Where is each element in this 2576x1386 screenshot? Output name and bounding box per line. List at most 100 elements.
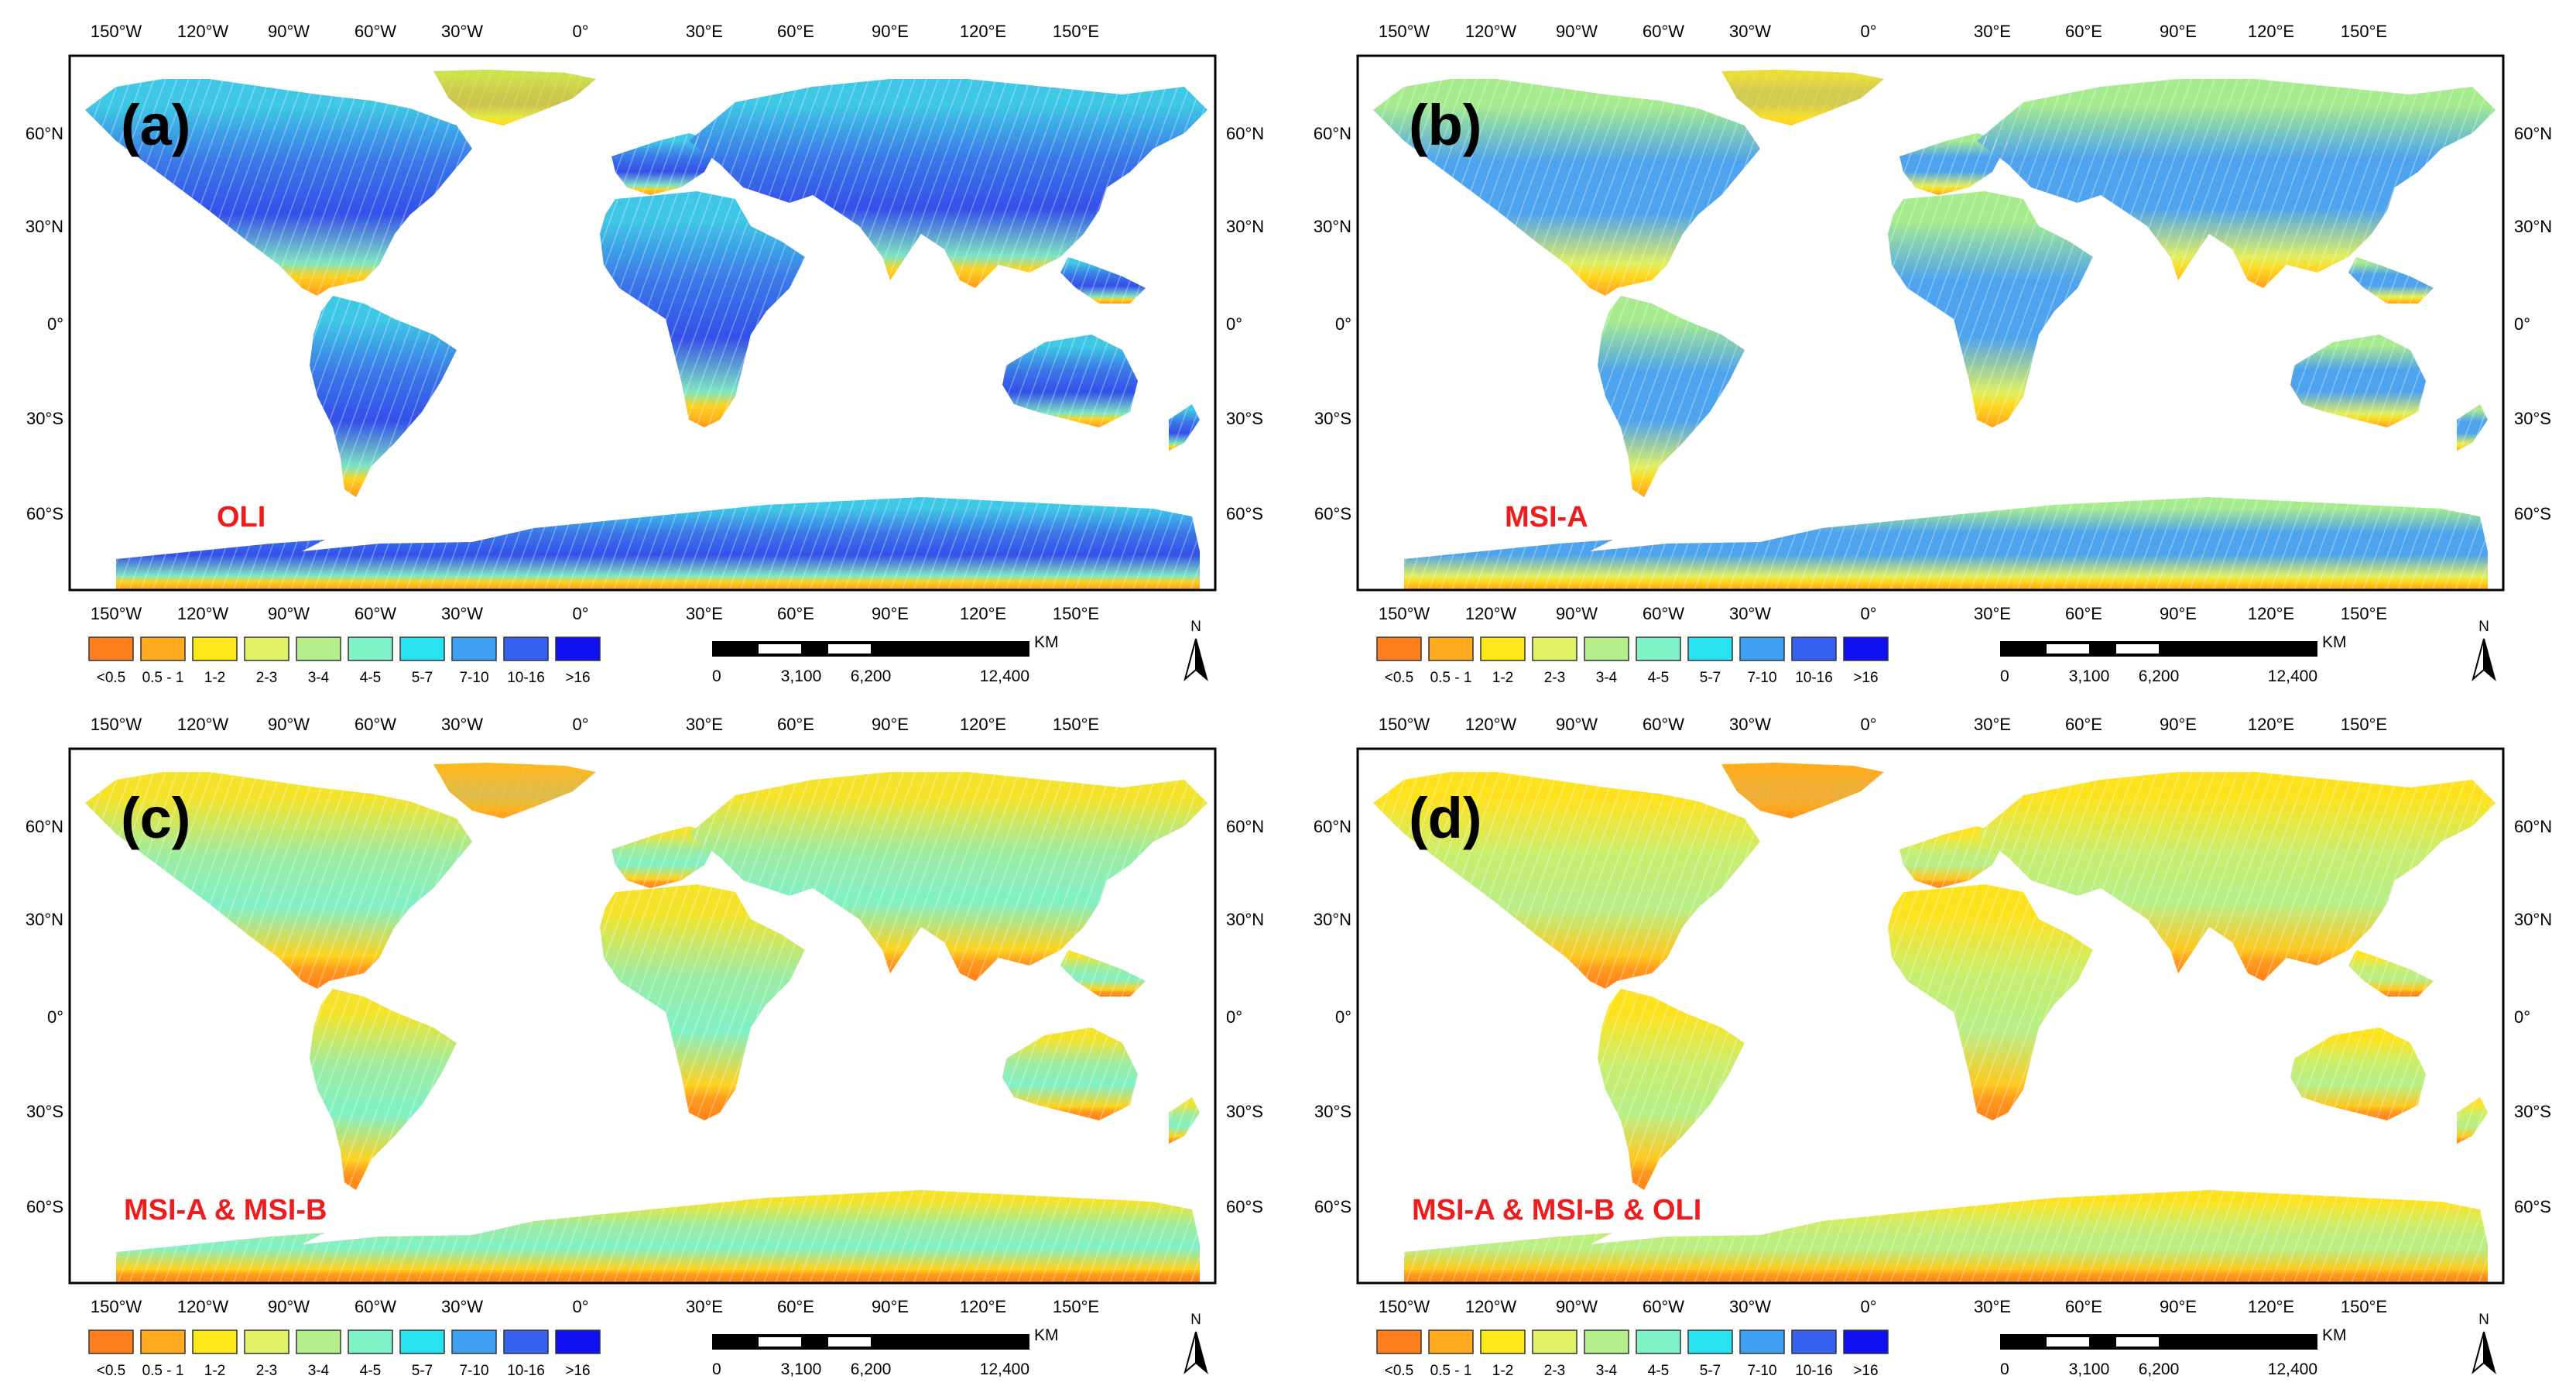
legend-class-label: 4-5 <box>1648 1363 1669 1379</box>
longitude-label-bottom: 30°W <box>441 604 483 623</box>
latitude-label-left: 60°N <box>1314 124 1351 143</box>
longitude-label-bottom: 90°W <box>1556 1297 1598 1316</box>
longitude-label-top: 30°E <box>686 715 723 734</box>
longitude-label-bottom: 120°E <box>960 604 1006 623</box>
legend-class-label: <0.5 <box>97 1363 126 1379</box>
legend-class-label: 4-5 <box>360 670 381 686</box>
legend-swatch <box>192 1329 238 1354</box>
longitude-label-top: 30°W <box>441 22 483 41</box>
legend-class-label: 10-16 <box>1795 1363 1833 1379</box>
north-arrow-icon <box>2483 1331 2496 1374</box>
panel-tag: (a) <box>121 93 190 157</box>
legend-class-label: 7-10 <box>459 1363 488 1379</box>
north-arrow-icon <box>2472 638 2485 681</box>
scalebar-segment <box>759 1337 801 1347</box>
map-frame <box>68 54 1217 592</box>
longitude-label-top: 150°E <box>2341 22 2387 41</box>
scalebar-label: 3,100 <box>2069 667 2110 685</box>
longitude-label-bottom: 90°W <box>268 1297 310 1316</box>
legend-class-label: 7-10 <box>1747 1363 1776 1379</box>
north-label: N <box>2478 1312 2489 1328</box>
legend-class-label: 3-4 <box>1596 670 1618 686</box>
legend-class-label: 1-2 <box>204 1363 225 1379</box>
greenland <box>433 70 596 125</box>
scalebar-segment <box>828 1337 871 1347</box>
legend-swatch <box>399 1329 445 1354</box>
map-frame <box>1356 747 2505 1285</box>
map-panel-2: 150°W 120°W 90°W 60°W 30°W 0° 30°E 60°E 90°E 120°… <box>1314 22 2552 686</box>
longitude-label-top: 60°E <box>777 22 814 41</box>
longitude-label-top: 0° <box>1860 715 1876 734</box>
latitude-label-left: 30°N <box>26 217 63 236</box>
legend-class-label: >16 <box>1853 1363 1878 1379</box>
longitude-label-top: 120°W <box>1465 22 1517 41</box>
legend-class-label: 10-16 <box>507 1363 545 1379</box>
latitude-label-right: 0° <box>2514 314 2530 334</box>
longitude-label-bottom: 30°W <box>1729 1297 1771 1316</box>
legend-swatch <box>451 636 497 661</box>
longitude-label-top: 150°E <box>2341 715 2387 734</box>
legend-swatch <box>1532 636 1577 661</box>
latitude-label-left: 30°S <box>26 1102 63 1121</box>
legend-swatch <box>1739 636 1785 661</box>
latitude-label-left: 30°N <box>1314 217 1351 236</box>
scalebar-label: 6,200 <box>2139 667 2180 685</box>
map-panel-1: 150°W 120°W 90°W 60°W 30°W 0° 30°E 60°E 90°E 120°… <box>26 22 1264 686</box>
legend-swatch <box>451 1329 497 1354</box>
longitude-label-top: 0° <box>572 22 588 41</box>
latitude-label-right: 60°S <box>2514 504 2551 523</box>
legend-class-label: >16 <box>565 1363 590 1379</box>
legend-swatch <box>1376 1329 1422 1354</box>
map-frame <box>1356 54 2505 592</box>
legend-swatch <box>140 636 186 661</box>
longitude-label-top: 90°W <box>1556 22 1598 41</box>
legend-class-label: 0.5 - 1 <box>142 1363 184 1379</box>
legend-swatch <box>503 1329 549 1354</box>
legend-class-label: <0.5 <box>97 670 126 686</box>
scalebar-label: 12,400 <box>980 1360 1029 1378</box>
latitude-label-left: 0° <box>1335 1007 1351 1027</box>
legend-swatch <box>399 636 445 661</box>
legend-class-label: 1-2 <box>1492 1363 1513 1379</box>
legend-swatch <box>296 636 341 661</box>
legend-swatch <box>1480 636 1526 661</box>
longitude-label-top: 120°W <box>1465 715 1517 734</box>
panel-tag: (b) <box>1409 93 1482 157</box>
latitude-label-right: 60°N <box>1226 817 1264 836</box>
longitude-label-bottom: 120°W <box>1465 1297 1517 1316</box>
scalebar-segment <box>2116 1337 2159 1347</box>
longitude-label-bottom: 0° <box>572 1297 588 1316</box>
latitude-label-left: 60°S <box>26 1197 63 1216</box>
longitude-label-bottom: 30°W <box>1729 604 1771 623</box>
longitude-label-top: 90°E <box>872 22 909 41</box>
longitude-label-top: 150°W <box>91 715 142 734</box>
legend-swatch <box>1480 1329 1526 1354</box>
longitude-label-bottom: 30°E <box>1974 1297 2011 1316</box>
longitude-label-bottom: 150°W <box>91 1297 142 1316</box>
longitude-label-top: 60°E <box>777 715 814 734</box>
longitude-label-bottom: 120°E <box>2248 604 2294 623</box>
latitude-label-right: 30°S <box>1226 1102 1263 1121</box>
legend-swatch <box>1791 1329 1837 1354</box>
longitude-label-top: 150°W <box>91 22 142 41</box>
longitude-label-bottom: 90°E <box>2160 1297 2197 1316</box>
scalebar-label: 6,200 <box>2139 1360 2180 1378</box>
longitude-label-bottom: 150°E <box>2341 604 2387 623</box>
longitude-label-top: 30°W <box>1729 22 1771 41</box>
longitude-label-top: 30°E <box>1974 22 2011 41</box>
longitude-label-bottom: 0° <box>1860 604 1876 623</box>
latitude-label-right: 30°N <box>2514 217 2552 236</box>
north-arrow-icon <box>1195 638 1208 681</box>
legend-swatch <box>1636 1329 1681 1354</box>
sensor-label: MSI-A <box>1505 501 1588 533</box>
latitude-label-left: 30°N <box>26 910 63 929</box>
latitude-label-right: 30°N <box>1226 910 1264 929</box>
longitude-label-bottom: 120°W <box>1465 604 1517 623</box>
longitude-label-bottom: 90°E <box>872 604 909 623</box>
latitude-label-right: 30°S <box>2514 409 2551 428</box>
legend-class-label: >16 <box>565 670 590 686</box>
sensor-label: MSI-A & MSI-B <box>124 1194 327 1226</box>
scalebar-segment <box>2116 644 2159 654</box>
scalebar-label: 3,100 <box>2069 1360 2110 1378</box>
longitude-label-top: 150°E <box>1053 22 1099 41</box>
